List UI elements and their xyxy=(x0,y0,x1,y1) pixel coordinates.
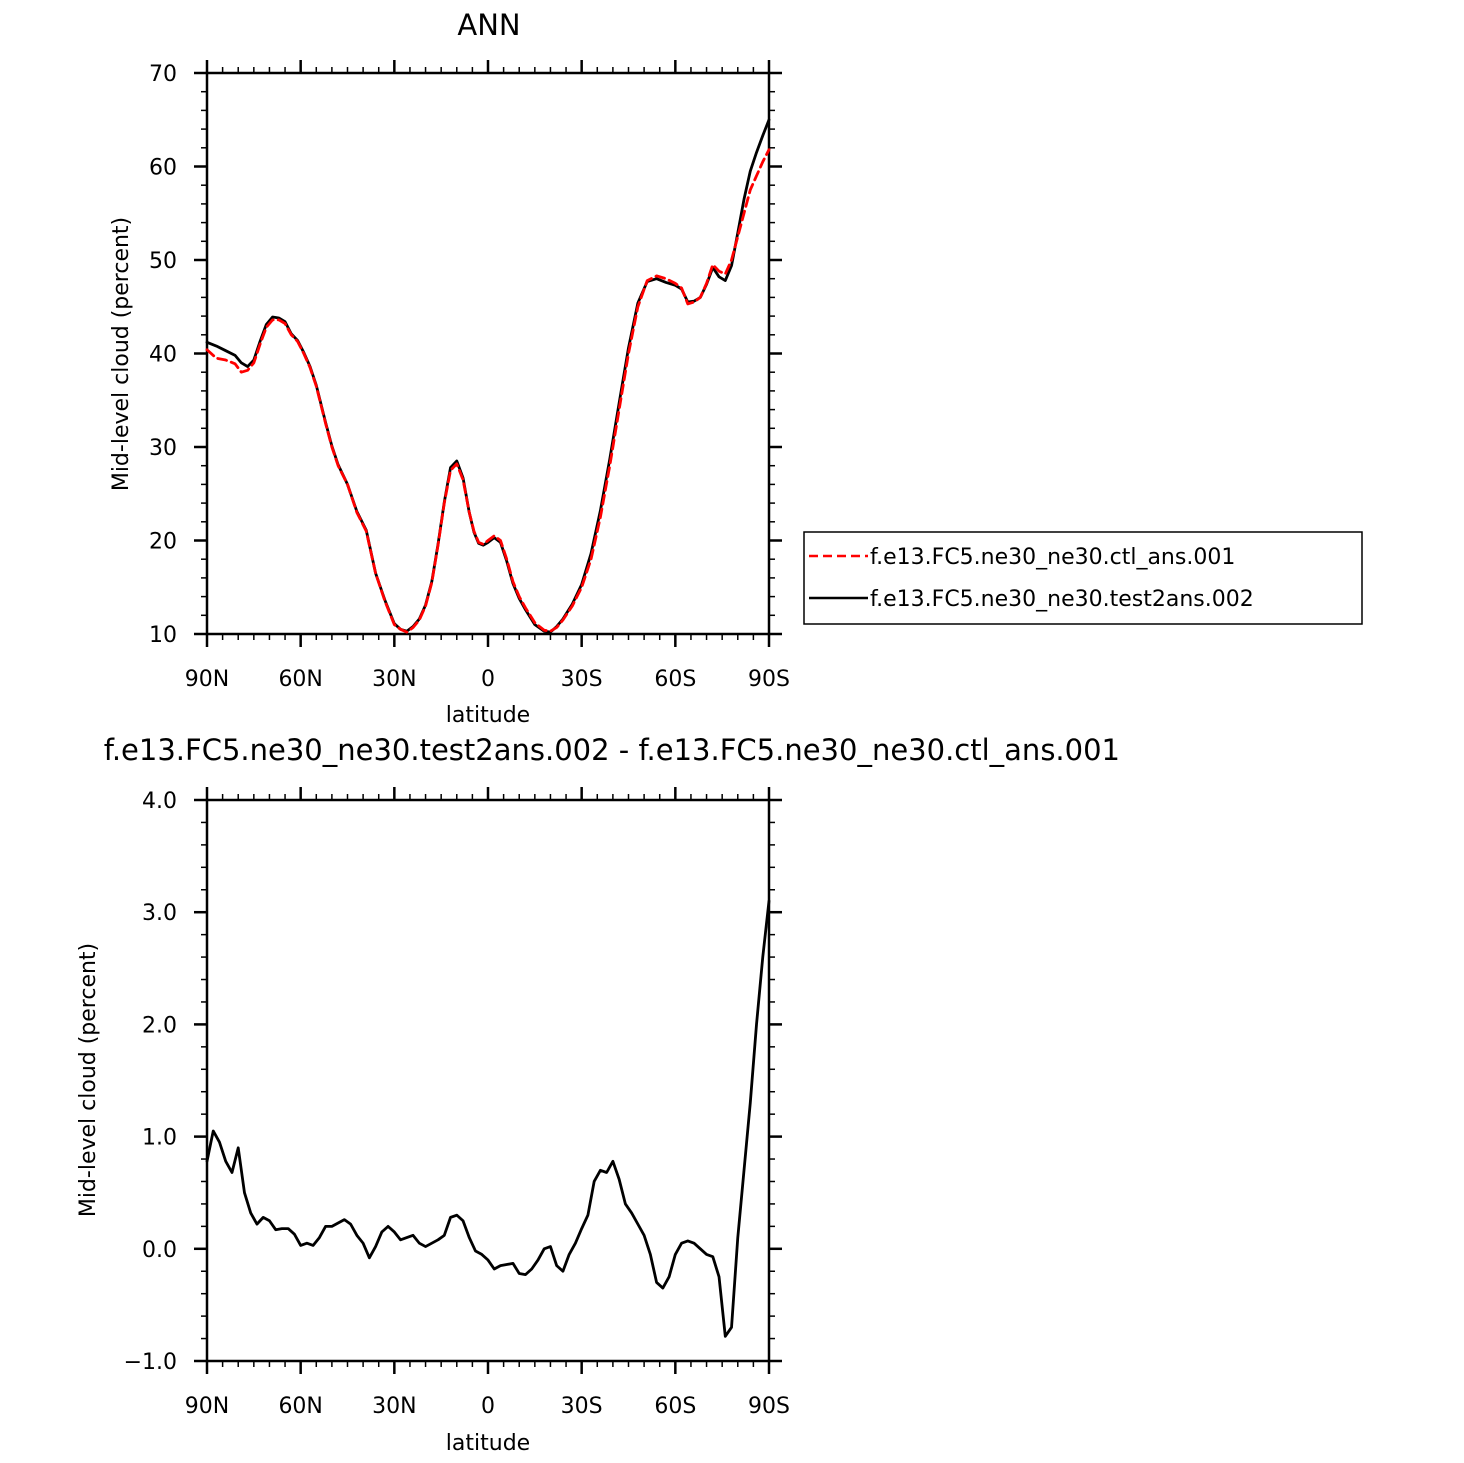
top-chart-y-axis-label: Mid-level cloud (percent) xyxy=(109,217,134,491)
legend: f.e13.FC5.ne30_ne30.ctl_ans.001 f.e13.FC… xyxy=(803,531,1363,625)
top-series-line-f-e13-fc5-ne30-ne30-ctl-ans-001 xyxy=(205,148,771,634)
top-y-tick-label: 40 xyxy=(149,343,177,368)
bottom-x-tick-label: 30S xyxy=(561,1394,603,1419)
top-chart-plot-area: 90N 60N 30N 0 30S 60S 90S 10 20 30 40 50 60 70 xyxy=(149,60,790,692)
legend-label-control: f.e13.FC5.ne30_ne30.ctl_ans.001 xyxy=(870,545,1235,570)
top-chart-frame xyxy=(205,71,771,636)
bottom-x-tick-label: 60N xyxy=(278,1394,322,1419)
bottom-y-tick-label: 1.0 xyxy=(142,1126,177,1151)
top-y-tick-label: 20 xyxy=(149,530,177,555)
bottom-y-tick-label: 4.0 xyxy=(142,789,177,814)
top-x-tick-label: 30N xyxy=(372,667,416,692)
top-y-tick-label: 60 xyxy=(149,156,177,181)
top-y-tick-label: 50 xyxy=(149,249,177,274)
bottom-y-tick-label: 2.0 xyxy=(142,1013,177,1038)
bottom-x-tick-label: 90N xyxy=(185,1394,229,1419)
bottom-chart-plot-area: 90N 60N 30N 0 30S 60S 90S −1.0 0.0 1.0 2.0 3.0 4.0 xyxy=(124,787,790,1419)
bottom-y-tick-label: −1.0 xyxy=(124,1350,177,1375)
top-chart-title: ANN xyxy=(457,8,520,42)
bottom-y-tick-label: 0.0 xyxy=(142,1238,177,1263)
top-y-tick-label: 10 xyxy=(149,623,177,648)
top-series-line-f-e13-fc5-ne30-ne30-test2ans-002 xyxy=(205,118,771,634)
bottom-x-tick-label: 30N xyxy=(372,1394,416,1419)
top-y-tick-label: 70 xyxy=(149,62,177,87)
bottom-chart-x-axis-label: latitude xyxy=(446,1431,530,1456)
bottom-chart-frame xyxy=(205,798,771,1363)
bottom-chart-y-axis-label: Mid-level cloud (percent) xyxy=(76,943,101,1217)
bottom-series-line-diff-0 xyxy=(205,899,771,1338)
bottom-x-tick-label: 60S xyxy=(654,1394,696,1419)
top-y-tick-label: 30 xyxy=(149,436,177,461)
bottom-chart-title: f.e13.FC5.ne30_ne30.test2ans.002 - f.e13… xyxy=(104,733,1120,767)
bottom-y-tick-label: 3.0 xyxy=(142,901,177,926)
top-x-tick-label: 0 xyxy=(481,667,495,692)
legend-label-test: f.e13.FC5.ne30_ne30.test2ans.002 xyxy=(870,587,1254,612)
bottom-x-tick-label: 90S xyxy=(748,1394,790,1419)
top-x-tick-label: 90S xyxy=(748,667,790,692)
bottom-x-tick-label: 0 xyxy=(481,1394,495,1419)
top-x-tick-label: 90N xyxy=(185,667,229,692)
top-x-tick-label: 30S xyxy=(561,667,603,692)
legend-box xyxy=(803,531,1363,625)
top-chart-x-axis-label: latitude xyxy=(446,703,530,728)
top-x-tick-label: 60S xyxy=(654,667,696,692)
top-x-tick-label: 60N xyxy=(278,667,322,692)
